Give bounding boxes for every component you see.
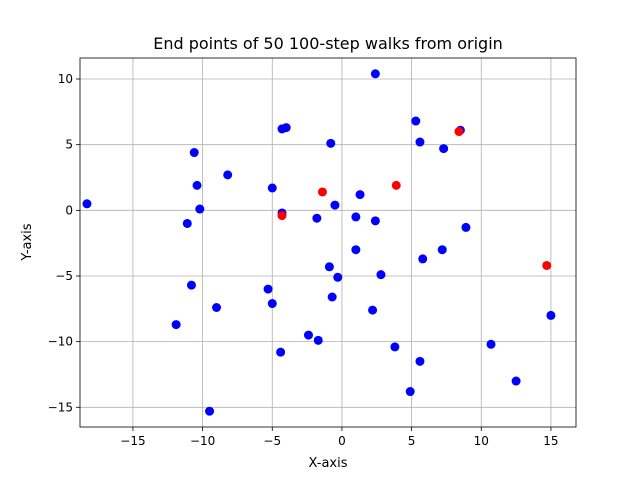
x-axis-label: X-axis (309, 456, 348, 471)
data-point-blue (437, 245, 447, 255)
data-point-blue (368, 305, 378, 315)
y-tick-label: 10 (58, 72, 73, 86)
y-tick-label: 0 (65, 203, 73, 217)
data-point-blue (267, 183, 277, 193)
data-point-blue (192, 180, 202, 190)
x-tick-label: −10 (190, 434, 215, 448)
axis-ticks: −15 −10 −5 0 5 10 15 −15 −10 −5 0 5 10 (48, 72, 559, 448)
data-point-red (454, 127, 464, 137)
data-point-blue (330, 200, 340, 210)
data-point-blue (186, 280, 196, 290)
data-point-blue (223, 170, 233, 180)
data-point-blue (370, 216, 380, 226)
data-point-blue (511, 376, 521, 386)
data-point-red (317, 187, 327, 197)
x-tick-label: −5 (263, 434, 281, 448)
data-point-blue (411, 116, 421, 126)
data-point-blue (189, 148, 199, 158)
data-point-blue (376, 270, 386, 280)
data-point-blue (324, 262, 334, 272)
y-tick-label: −5 (55, 269, 73, 283)
data-point-blue (405, 387, 415, 397)
data-point-blue (355, 190, 365, 200)
x-tick-label: −15 (120, 434, 145, 448)
data-point-blue (281, 123, 291, 133)
data-point-blue (327, 292, 337, 302)
data-point-blue (486, 339, 496, 349)
x-tick-label: 5 (408, 434, 416, 448)
data-point-blue (313, 335, 323, 345)
axes-frame (79, 57, 577, 428)
data-point-red (542, 260, 552, 270)
grid-lines (80, 58, 576, 427)
data-point-blue (182, 218, 192, 228)
data-point-blue (276, 347, 286, 357)
data-point-blue (461, 222, 471, 232)
data-point-red (277, 211, 287, 221)
data-point-blue (205, 406, 215, 416)
y-tick-label: −10 (48, 335, 73, 349)
data-point-blue (82, 199, 92, 209)
data-point-blue (212, 303, 222, 313)
data-point-blue (351, 245, 361, 255)
data-point-blue (351, 212, 361, 222)
x-tick-label: 15 (543, 434, 558, 448)
data-point-blue (171, 320, 181, 330)
data-point-blue (418, 254, 428, 264)
data-point-blue (312, 213, 322, 223)
data-point-blue (415, 137, 425, 147)
x-tick-label: 10 (474, 434, 489, 448)
data-point-blue (390, 342, 400, 352)
data-point-blue (370, 69, 380, 79)
data-point-blue (546, 310, 556, 320)
y-axis-label: Y-axis (20, 223, 35, 261)
data-point-blue (195, 204, 205, 214)
data-point-blue (303, 330, 313, 340)
data-point-red (391, 180, 401, 190)
data-point-blue (415, 356, 425, 366)
y-tick-label: 5 (65, 138, 73, 152)
data-point-blue (439, 144, 449, 154)
chart-title: End points of 50 100-step walks from ori… (153, 34, 503, 53)
data-point-blue (263, 284, 273, 294)
y-tick-label: −15 (48, 400, 73, 414)
data-points (82, 69, 556, 416)
data-point-blue (326, 138, 336, 148)
x-tick-label: 0 (338, 434, 346, 448)
data-point-blue (267, 299, 277, 309)
data-point-blue (333, 272, 343, 282)
